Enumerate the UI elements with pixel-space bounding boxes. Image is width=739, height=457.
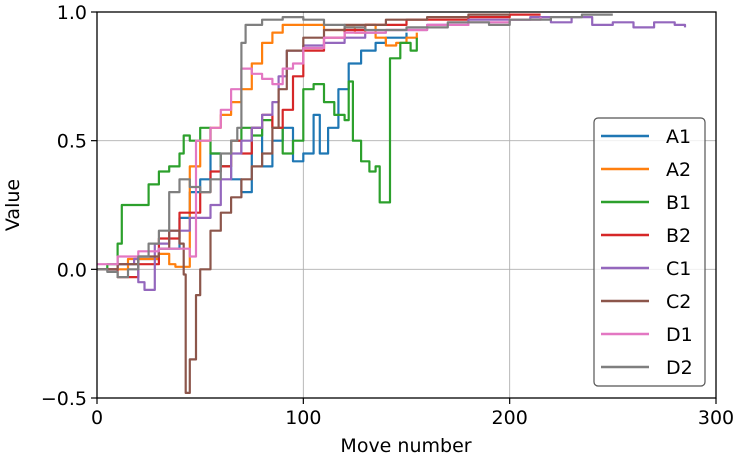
legend-label-c1: C1 [666,258,691,280]
legend-label-c2: C2 [666,291,691,313]
y-axis-ticks: −0.5 0.0 0.5 1.0 [41,2,97,410]
series-line-d2 [97,13,613,279]
y-tick-label: −0.5 [41,388,87,410]
series-line-a2 [97,23,418,271]
x-tick-label: 100 [285,407,321,429]
x-tick-label: 0 [91,407,103,429]
y-axis-label: Value [2,179,24,231]
legend-label-b1: B1 [666,192,691,214]
series-line-c2 [97,13,510,394]
series-line-b1 [97,37,418,271]
legend-label-d1: D1 [666,324,693,346]
legend-label-a2: A2 [666,159,691,181]
y-tick-label: 1.0 [57,2,87,24]
legend-label-a1: A1 [666,126,691,148]
y-tick-label: 0.0 [57,259,87,281]
series-line-a1 [97,32,408,271]
y-tick-label: 0.5 [57,131,87,153]
x-tick-label: 300 [698,407,734,429]
series-lines [97,13,687,394]
plot-frame [96,11,717,399]
legend: A1 A2 B1 B2 C1 C2 D1 D2 [593,117,706,387]
x-axis-label: Move number [340,435,471,457]
x-axis-ticks: 0 100 200 300 [91,398,734,429]
x-tick-label: 200 [492,407,528,429]
legend-label-d2: D2 [666,357,693,379]
legend-label-b2: B2 [666,225,691,247]
